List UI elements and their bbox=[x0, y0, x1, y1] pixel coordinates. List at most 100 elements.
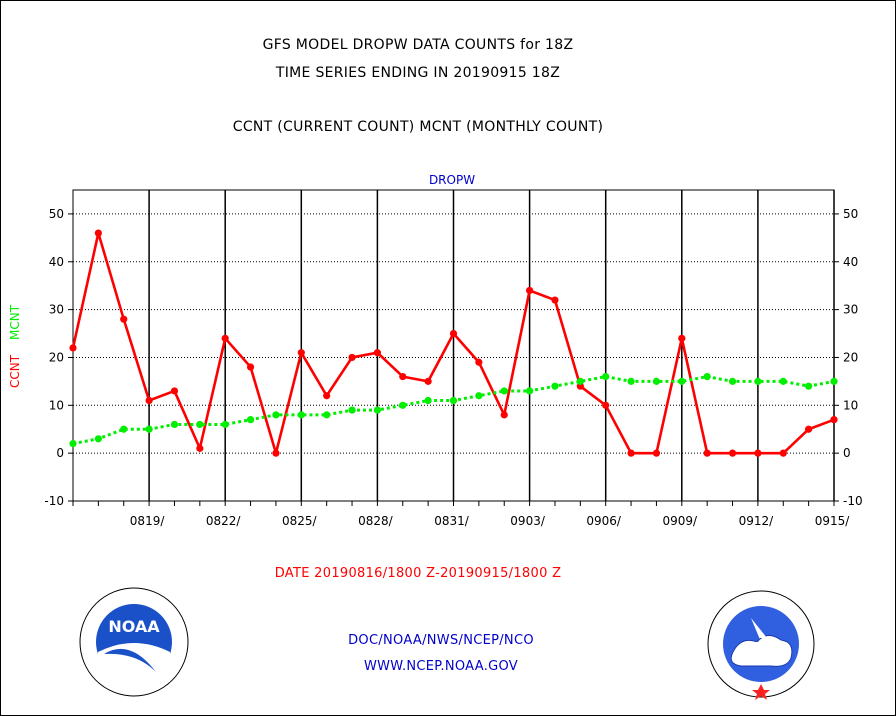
data-point-mcnt bbox=[373, 406, 381, 414]
data-point-ccnt bbox=[246, 363, 255, 371]
y-tick-label-left: 10 bbox=[49, 398, 64, 412]
y-tick-label-left: 50 bbox=[49, 207, 64, 221]
data-point-mcnt bbox=[221, 420, 229, 429]
y-tick-label-left: 30 bbox=[49, 303, 64, 317]
x-tick-label: 0903/ bbox=[510, 514, 546, 528]
plot-title: DROPW bbox=[429, 173, 475, 187]
noaa-wave-icon bbox=[104, 648, 156, 672]
data-point-mcnt bbox=[754, 377, 762, 385]
data-point-ccnt bbox=[475, 358, 483, 366]
data-point-mcnt bbox=[196, 420, 204, 429]
data-point-mcnt bbox=[678, 377, 686, 385]
data-point-ccnt bbox=[500, 411, 508, 419]
x-tick-label: 0909/ bbox=[663, 514, 699, 528]
x-axis-label: DATE 20190816/1800 Z-20190915/1800 Z bbox=[274, 566, 562, 581]
data-point-mcnt bbox=[500, 387, 508, 395]
y-tick-label-right: 30 bbox=[843, 303, 858, 317]
data-point-mcnt bbox=[627, 377, 635, 385]
data-point-mcnt bbox=[830, 377, 838, 385]
x-tick-label: 0825/ bbox=[282, 514, 318, 528]
data-point-ccnt bbox=[449, 329, 458, 338]
noaa-logo: NOAA bbox=[79, 587, 189, 697]
nws-logo bbox=[707, 590, 815, 700]
footer-agency: DOC/NOAA/NWS/NCEP/NCO bbox=[348, 633, 534, 648]
data-point-ccnt bbox=[779, 449, 787, 457]
data-point-ccnt bbox=[678, 334, 686, 342]
ylabel-ccnt: CCNT bbox=[8, 354, 22, 388]
data-point-mcnt bbox=[246, 416, 255, 424]
x-tick-label: 0915/ bbox=[815, 514, 851, 528]
data-point-mcnt bbox=[449, 396, 458, 405]
data-point-mcnt bbox=[551, 382, 559, 390]
footer-url: WWW.NCEP.NOAA.GOV bbox=[363, 659, 519, 674]
data-point-mcnt bbox=[424, 396, 432, 405]
data-point-ccnt bbox=[145, 396, 153, 405]
data-point-mcnt bbox=[94, 435, 102, 443]
nws-star-icon bbox=[752, 684, 770, 700]
data-point-ccnt bbox=[94, 229, 102, 237]
data-point-ccnt bbox=[399, 373, 407, 381]
chart-title-line2: TIME SERIES ENDING IN 20190915 18Z bbox=[275, 65, 561, 81]
noaa-logo-text: NOAA bbox=[108, 617, 160, 636]
data-point-ccnt bbox=[170, 387, 179, 395]
data-point-mcnt bbox=[348, 406, 356, 414]
data-point-ccnt bbox=[830, 416, 838, 424]
data-point-ccnt bbox=[805, 425, 813, 433]
y-tick-label-left: 20 bbox=[49, 350, 64, 364]
data-point-ccnt bbox=[348, 353, 356, 362]
data-point-mcnt bbox=[399, 401, 407, 409]
grid-layer bbox=[73, 190, 835, 501]
data-point-ccnt bbox=[323, 392, 331, 400]
nws-cloud-icon bbox=[730, 635, 793, 667]
data-point-mcnt bbox=[652, 377, 661, 385]
data-point-mcnt bbox=[323, 411, 331, 419]
data-point-mcnt bbox=[526, 387, 534, 395]
series-layer bbox=[69, 229, 838, 457]
axis-layer: -10 -10 0 0 10 10 20 20 30 30 40 40 50 50 0819/0822/08… bbox=[44, 207, 862, 528]
x-tick-label: 0822/ bbox=[206, 514, 242, 528]
data-point-ccnt bbox=[526, 286, 534, 295]
data-point-ccnt bbox=[551, 296, 559, 304]
y-tick-label-left: 40 bbox=[49, 255, 64, 269]
data-point-ccnt bbox=[196, 444, 204, 452]
data-point-ccnt bbox=[373, 349, 381, 357]
x-tick-label: 0828/ bbox=[358, 514, 394, 528]
y-tick-label-left: 0 bbox=[56, 446, 64, 460]
y-tick-label-right: 10 bbox=[843, 398, 858, 412]
data-point-mcnt bbox=[170, 420, 179, 429]
data-point-mcnt bbox=[69, 439, 77, 448]
x-tick-label: 0831/ bbox=[434, 514, 470, 528]
y-tick-label-right: 50 bbox=[843, 207, 858, 221]
nws-lightning-icon bbox=[751, 618, 773, 658]
data-point-mcnt bbox=[145, 425, 153, 433]
data-point-mcnt bbox=[475, 392, 483, 400]
data-point-mcnt bbox=[779, 377, 787, 385]
y-tick-label-right: 20 bbox=[843, 350, 858, 364]
y-tick-label-right: 0 bbox=[843, 446, 851, 460]
data-point-mcnt bbox=[576, 377, 584, 385]
data-point-ccnt bbox=[120, 315, 128, 323]
data-point-ccnt bbox=[297, 349, 305, 357]
y-tick-label-right: -10 bbox=[843, 494, 863, 508]
y-tick-label-left: -10 bbox=[44, 494, 64, 508]
x-tick-label: 0819/ bbox=[130, 514, 166, 528]
data-point-ccnt bbox=[424, 377, 432, 385]
x-tick-label: 0906/ bbox=[586, 514, 622, 528]
data-point-mcnt bbox=[602, 373, 610, 381]
data-point-ccnt bbox=[754, 449, 762, 457]
data-point-mcnt bbox=[805, 382, 813, 390]
data-point-mcnt bbox=[272, 411, 280, 419]
y-tick-label-right: 40 bbox=[843, 255, 858, 269]
data-point-ccnt bbox=[69, 344, 77, 352]
chart-title-line1: GFS MODEL DROPW DATA COUNTS for 18Z bbox=[262, 37, 574, 53]
ylabel-mcnt: MCNT bbox=[8, 304, 22, 340]
data-point-mcnt bbox=[703, 373, 711, 381]
data-point-mcnt bbox=[120, 425, 128, 433]
data-point-ccnt bbox=[602, 401, 610, 409]
x-tick-label: 0912/ bbox=[739, 514, 775, 528]
data-point-ccnt bbox=[221, 334, 229, 342]
data-point-ccnt bbox=[627, 449, 635, 457]
data-point-ccnt bbox=[652, 449, 661, 457]
data-point-ccnt bbox=[728, 449, 737, 457]
